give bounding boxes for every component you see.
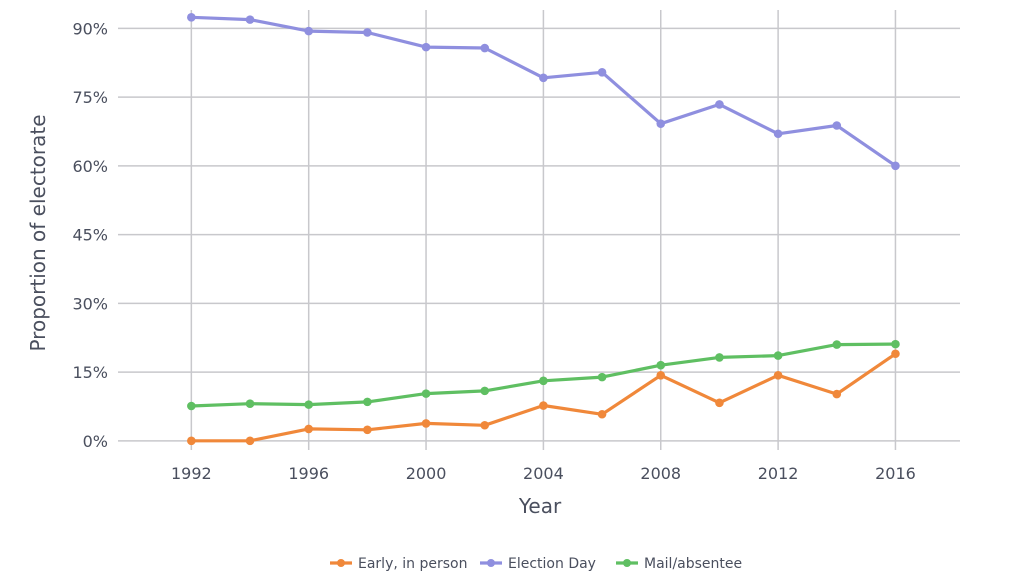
data-point-election-day (891, 161, 900, 171)
series-election-day (187, 13, 900, 171)
data-point-election-day (832, 121, 842, 130)
data-point-mail-absentee (832, 340, 842, 349)
data-point-early-in-person (656, 370, 666, 380)
x-tick-label: 1996 (288, 464, 329, 483)
data-point-election-day (539, 73, 548, 83)
data-point-early-in-person (715, 398, 724, 408)
x-axis-tick-labels: 1992 1996 2000 2004 2008 2012 2016 (171, 464, 916, 483)
y-axis-tick-labels: 0% 15% 30% 45% 60% 75% 90% (72, 19, 108, 451)
x-tick-label: 2004 (523, 464, 564, 483)
y-tick-label: 30% (72, 294, 108, 313)
data-point-election-day (245, 15, 255, 24)
legend-label: Mail/absentee (644, 556, 742, 572)
data-point-early-in-person (832, 389, 842, 399)
data-point-election-day (715, 100, 724, 109)
data-point-election-day (480, 43, 490, 53)
legend-marker (337, 559, 345, 567)
data-point-mail-absentee (245, 399, 255, 409)
data-point-early-in-person (363, 425, 372, 435)
y-tick-label: 15% (72, 363, 108, 382)
data-point-mail-absentee (715, 353, 724, 362)
y-tick-label: 45% (72, 226, 108, 245)
data-point-mail-absentee (656, 360, 666, 370)
y-tick-label: 60% (72, 157, 108, 176)
series-early-in-person (187, 349, 900, 446)
data-point-mail-absentee (363, 397, 372, 407)
data-point-mail-absentee (187, 401, 196, 411)
x-tick-label: 1992 (171, 464, 212, 483)
data-point-election-day (421, 42, 431, 52)
x-axis-title: Year (518, 494, 562, 518)
y-tick-label: 75% (72, 88, 108, 107)
data-point-early-in-person (421, 419, 431, 428)
legend-label: Election Day (508, 556, 596, 572)
data-point-early-in-person (597, 409, 607, 419)
data-point-early-in-person (891, 349, 900, 359)
legend-item-mail-absentee: Mail/absentee (616, 556, 742, 572)
data-point-election-day (304, 26, 313, 36)
data-point-election-day (187, 13, 196, 22)
legend-item-election-day: Election Day (480, 556, 596, 572)
data-point-early-in-person (773, 370, 783, 380)
legend-marker (623, 559, 631, 567)
data-point-election-day (597, 68, 607, 77)
data-point-election-day (363, 28, 372, 37)
data-point-mail-absentee (597, 372, 607, 382)
x-tick-label: 2000 (406, 464, 447, 483)
data-point-mail-absentee (773, 351, 783, 360)
legend-label: Early, in person (358, 556, 467, 572)
data-point-election-day (656, 119, 666, 128)
x-tick-label: 2016 (875, 464, 916, 483)
data-point-mail-absentee (304, 400, 313, 409)
data-point-early-in-person (539, 401, 548, 410)
y-axis-title: Proportion of electorate (26, 114, 50, 351)
legend-marker (487, 559, 495, 567)
series-lines (187, 13, 900, 446)
data-point-mail-absentee (539, 376, 548, 386)
data-point-early-in-person (304, 424, 313, 434)
legend-item-early-in-person: Early, in person (330, 556, 467, 572)
y-tick-label: 0% (83, 432, 108, 451)
data-point-early-in-person (480, 420, 490, 430)
legend: Early, in person Election Day Mail/absente… (330, 556, 742, 572)
data-point-early-in-person (245, 436, 255, 446)
y-tick-label: 90% (72, 19, 108, 38)
series-mail-absentee (187, 339, 900, 411)
x-tick-label: 2008 (640, 464, 681, 483)
data-point-mail-absentee (480, 386, 490, 396)
data-point-early-in-person (187, 436, 196, 446)
x-tick-label: 2012 (758, 464, 799, 483)
data-point-election-day (773, 129, 783, 139)
data-point-mail-absentee (891, 339, 900, 349)
data-point-mail-absentee (421, 389, 431, 398)
